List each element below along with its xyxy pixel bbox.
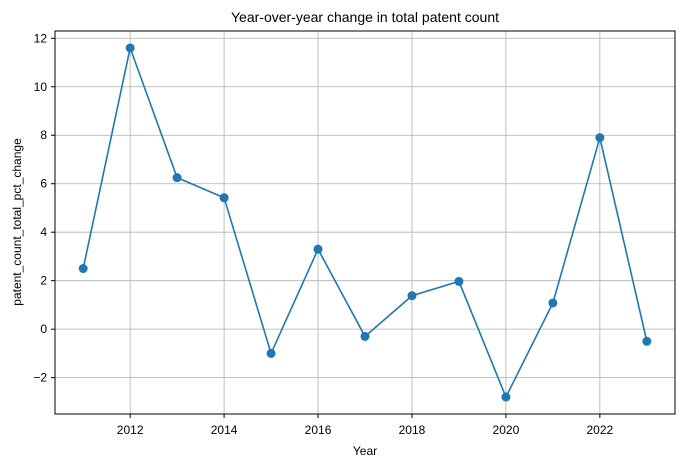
x-tick-label: 2018 [399, 423, 426, 437]
x-tick-label: 2012 [117, 423, 144, 437]
data-point [454, 276, 464, 286]
y-tick-label: 2 [40, 274, 47, 288]
data-point [172, 173, 182, 183]
data-point [642, 336, 652, 346]
plot-area-frame [54, 30, 676, 415]
data-point [219, 193, 229, 203]
y-tick-label: 12 [34, 31, 48, 45]
x-tick-label: 2016 [305, 423, 332, 437]
x-tick-label: 2022 [586, 423, 613, 437]
chart-title: Year-over-year change in total patent co… [231, 9, 499, 25]
data-point [360, 331, 370, 341]
data-point [501, 392, 511, 402]
y-axis-label: patent_count_total_pct_change [10, 138, 24, 306]
data-point [595, 133, 605, 143]
data-point [125, 43, 135, 53]
x-tick-label: 2020 [493, 423, 520, 437]
data-point [313, 244, 323, 254]
data-point [548, 298, 558, 308]
data-point [407, 291, 417, 301]
data-point [78, 264, 88, 274]
y-axis-ticks: −2 0 2 4 6 8 10 12 [33, 31, 55, 385]
y-tick-label: 6 [40, 177, 47, 191]
y-tick-label: 0 [40, 322, 47, 336]
x-tick-label: 2014 [211, 423, 238, 437]
grid-lines [55, 31, 675, 414]
data-point [266, 348, 276, 358]
y-tick-label: 8 [40, 128, 47, 142]
y-tick-label: 10 [34, 80, 48, 94]
x-axis-ticks: 2012 2014 2016 2018 2020 2022 [117, 414, 614, 437]
y-tick-label: 4 [40, 225, 47, 239]
series-points [78, 43, 652, 402]
series-line [82, 45, 648, 399]
x-axis-label: Year [353, 444, 377, 458]
y-tick-label: −2 [33, 371, 47, 385]
